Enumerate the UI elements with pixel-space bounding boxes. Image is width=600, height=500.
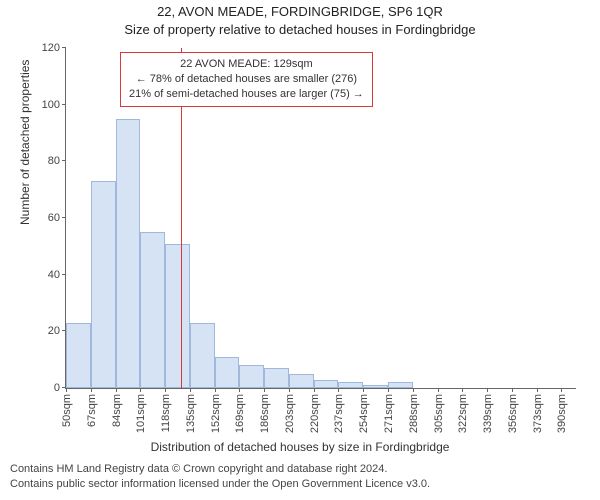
x-tick-mark bbox=[487, 388, 488, 392]
x-tick-label: 322sqm bbox=[455, 394, 469, 433]
histogram-bar bbox=[66, 323, 91, 388]
x-tick-mark bbox=[561, 388, 562, 392]
x-tick-mark bbox=[537, 388, 538, 392]
annotation-line: 21% of semi-detached houses are larger (… bbox=[129, 87, 364, 102]
x-tick-mark bbox=[140, 388, 141, 392]
histogram-bar bbox=[363, 385, 388, 388]
chart-subtitle: Size of property relative to detached ho… bbox=[0, 22, 600, 37]
x-tick-label: 237sqm bbox=[331, 394, 345, 433]
x-tick-label: 84sqm bbox=[109, 394, 123, 427]
x-tick-mark bbox=[363, 388, 364, 392]
histogram-bar bbox=[388, 382, 413, 388]
x-tick-mark bbox=[338, 388, 339, 392]
x-tick-label: 135sqm bbox=[183, 394, 197, 433]
x-tick-mark bbox=[91, 388, 92, 392]
y-tick-mark bbox=[62, 217, 66, 218]
x-tick-mark bbox=[388, 388, 389, 392]
histogram-bar bbox=[314, 380, 339, 389]
footer-line-1: Contains HM Land Registry data © Crown c… bbox=[10, 462, 590, 477]
footer-line-2: Contains public sector information licen… bbox=[10, 477, 590, 492]
x-tick-mark bbox=[66, 388, 67, 392]
y-tick-label: 100 bbox=[42, 99, 66, 111]
x-tick-label: 271sqm bbox=[381, 394, 395, 433]
x-tick-label: 220sqm bbox=[307, 394, 321, 433]
annotation-line: 22 AVON MEADE: 129sqm bbox=[129, 57, 364, 72]
histogram-bar bbox=[289, 374, 314, 388]
x-tick-label: 50sqm bbox=[59, 394, 73, 427]
histogram-bar bbox=[140, 232, 165, 388]
x-tick-mark bbox=[413, 388, 414, 392]
x-tick-mark bbox=[190, 388, 191, 392]
x-tick-label: 101sqm bbox=[133, 394, 147, 433]
histogram-bar bbox=[239, 365, 264, 388]
histogram-bar bbox=[165, 244, 190, 389]
histogram-bar bbox=[264, 368, 289, 388]
x-tick-label: 254sqm bbox=[356, 394, 370, 433]
x-tick-mark bbox=[314, 388, 315, 392]
y-tick-mark bbox=[62, 274, 66, 275]
x-tick-mark bbox=[289, 388, 290, 392]
y-axis-label: Number of detached properties bbox=[18, 60, 32, 225]
x-tick-label: 288sqm bbox=[406, 394, 420, 433]
x-tick-label: 356sqm bbox=[505, 394, 519, 433]
y-tick-label: 0 bbox=[54, 382, 66, 394]
y-tick-label: 40 bbox=[48, 269, 66, 281]
histogram-bar bbox=[190, 323, 215, 388]
y-tick-label: 80 bbox=[48, 155, 66, 167]
x-tick-mark bbox=[215, 388, 216, 392]
annotation-line: ← 78% of detached houses are smaller (27… bbox=[129, 72, 364, 87]
x-tick-label: 390sqm bbox=[554, 394, 568, 433]
annotation-box: 22 AVON MEADE: 129sqm← 78% of detached h… bbox=[120, 52, 373, 107]
x-tick-label: 339sqm bbox=[480, 394, 494, 433]
x-tick-label: 152sqm bbox=[208, 394, 222, 433]
y-tick-label: 20 bbox=[48, 325, 66, 337]
histogram-bar bbox=[116, 119, 141, 388]
x-tick-label: 203sqm bbox=[282, 394, 296, 433]
x-tick-label: 305sqm bbox=[431, 394, 445, 433]
y-tick-mark bbox=[62, 160, 66, 161]
x-tick-label: 373sqm bbox=[530, 394, 544, 433]
chart-title: 22, AVON MEADE, FORDINGBRIDGE, SP6 1QR bbox=[0, 4, 600, 19]
x-tick-mark bbox=[512, 388, 513, 392]
y-tick-label: 60 bbox=[48, 212, 66, 224]
x-tick-mark bbox=[462, 388, 463, 392]
x-tick-label: 67sqm bbox=[84, 394, 98, 427]
x-tick-mark bbox=[165, 388, 166, 392]
histogram-bar bbox=[215, 357, 240, 388]
x-tick-label: 186sqm bbox=[257, 394, 271, 433]
x-tick-mark bbox=[438, 388, 439, 392]
x-tick-mark bbox=[239, 388, 240, 392]
x-tick-label: 118sqm bbox=[158, 394, 172, 432]
x-tick-mark bbox=[264, 388, 265, 392]
y-tick-mark bbox=[62, 104, 66, 105]
x-tick-mark bbox=[116, 388, 117, 392]
figure: { "meta": { "title": "22, AVON MEADE, FO… bbox=[0, 0, 600, 500]
y-tick-label: 120 bbox=[42, 42, 66, 54]
x-axis-label: Distribution of detached houses by size … bbox=[0, 440, 600, 454]
footer: Contains HM Land Registry data © Crown c… bbox=[10, 462, 590, 492]
x-tick-label: 169sqm bbox=[232, 394, 246, 433]
histogram-bar bbox=[91, 181, 116, 388]
histogram-bar bbox=[338, 382, 363, 388]
y-tick-mark bbox=[62, 47, 66, 48]
